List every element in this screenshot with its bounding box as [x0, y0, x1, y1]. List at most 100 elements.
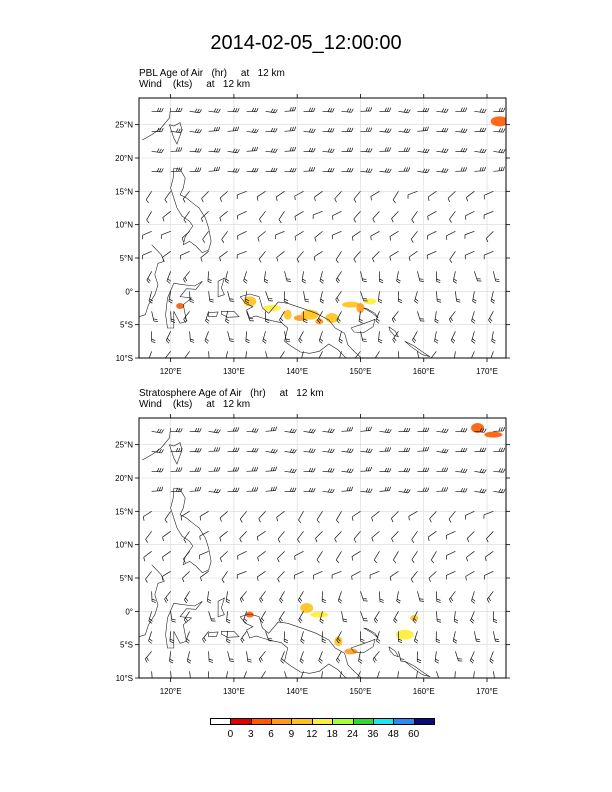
wind-barb — [301, 271, 307, 284]
wind-barb — [182, 191, 190, 203]
x-tick-label: 140°E — [286, 687, 308, 696]
plot-frame — [138, 417, 507, 679]
wind-barb — [143, 551, 152, 562]
wind-barb — [166, 271, 171, 284]
wind-barb — [151, 448, 164, 454]
wind-barb — [331, 571, 342, 579]
wind-barb — [151, 486, 164, 492]
age-blob — [300, 309, 319, 320]
chart-title: 2014-02-05_12:00:00 — [210, 32, 402, 54]
wind-barb — [466, 551, 475, 562]
wind-barb — [491, 331, 496, 344]
wind-barb — [389, 571, 399, 581]
wind-barb — [170, 447, 183, 453]
colorbar-swatch — [393, 718, 415, 725]
wind-barb — [474, 127, 487, 132]
age-blob — [490, 116, 506, 127]
wind-barb — [318, 651, 323, 664]
wind-barb — [360, 291, 368, 302]
wind-barb — [298, 331, 304, 344]
wind-barb — [148, 611, 153, 624]
wind-barb — [370, 191, 380, 201]
y-tick-label: 25°N — [115, 121, 133, 130]
wind-barb — [293, 571, 304, 580]
coastline — [142, 107, 171, 141]
wind-barb — [436, 487, 449, 492]
wind-barb — [396, 271, 401, 284]
wind-barb — [164, 511, 171, 524]
age-blob — [310, 611, 329, 618]
wind-barb — [297, 531, 304, 543]
age-blob — [300, 603, 314, 613]
wind-barb — [379, 467, 392, 473]
coastline — [169, 122, 183, 145]
wind-barb — [486, 591, 494, 603]
wind-barb — [471, 591, 476, 604]
coastline — [404, 341, 431, 357]
wind-barb — [204, 331, 209, 344]
wind-barb — [151, 107, 164, 113]
wind-barb — [227, 487, 240, 492]
wind-barb — [284, 146, 297, 152]
wind-barb — [360, 147, 373, 153]
coastline — [165, 601, 203, 649]
wind-barb — [284, 448, 297, 454]
wind-barb — [470, 611, 475, 624]
wind-barb — [303, 128, 316, 133]
wind-barb — [483, 191, 494, 200]
wind-barb — [448, 511, 456, 523]
wind-barb — [256, 571, 266, 581]
wind-barb — [474, 428, 487, 433]
wind-barb — [417, 168, 430, 174]
wind-barb — [303, 467, 316, 473]
wind-barb — [189, 108, 202, 114]
wind-barb — [319, 271, 324, 284]
wind-barb — [360, 168, 373, 173]
wind-barb — [208, 148, 221, 153]
wind-barb — [151, 311, 158, 322]
wind-barb — [207, 271, 212, 284]
wind-barb — [148, 291, 154, 304]
wind-barb — [483, 511, 494, 519]
wind-barb — [161, 571, 171, 581]
wind-barb — [142, 251, 152, 260]
wind-barb — [227, 331, 235, 342]
wind-barb — [221, 571, 228, 584]
wind-barb — [452, 271, 458, 284]
wind-barb — [464, 251, 475, 260]
wind-barb — [184, 591, 190, 604]
wind-barb — [434, 331, 439, 344]
wind-barb — [360, 127, 373, 132]
wind-barb — [334, 191, 342, 203]
wind-barb — [208, 671, 209, 678]
wind-barb — [455, 291, 461, 303]
wind-barb — [200, 571, 209, 582]
wind-barb — [205, 311, 210, 324]
wind-barb — [202, 231, 209, 243]
wind-barb — [170, 128, 183, 133]
wind-barb — [312, 211, 323, 219]
wind-barb — [170, 167, 183, 172]
wind-barb — [417, 311, 425, 322]
wind-barb — [184, 351, 190, 358]
wind-barb — [274, 231, 285, 240]
wind-barb — [417, 427, 430, 432]
x-tick-label: 120°E — [160, 367, 182, 376]
wind-barb — [303, 428, 316, 434]
wind-barb — [237, 211, 247, 220]
wind-barb — [336, 511, 342, 524]
wind-barb — [379, 428, 392, 434]
wind-barb — [474, 447, 487, 452]
wind-barb — [202, 631, 209, 643]
wind-barb — [430, 551, 437, 564]
wind-barb — [434, 311, 439, 324]
wind-barb — [398, 467, 411, 473]
wind-barb — [377, 291, 383, 304]
wind-barb — [236, 571, 247, 579]
wind-barb — [265, 311, 270, 324]
wind-barb — [353, 211, 361, 223]
wind-barb — [321, 591, 327, 604]
wind-barb — [201, 211, 209, 223]
wind-barb — [379, 447, 392, 452]
wind-barb — [322, 127, 335, 133]
